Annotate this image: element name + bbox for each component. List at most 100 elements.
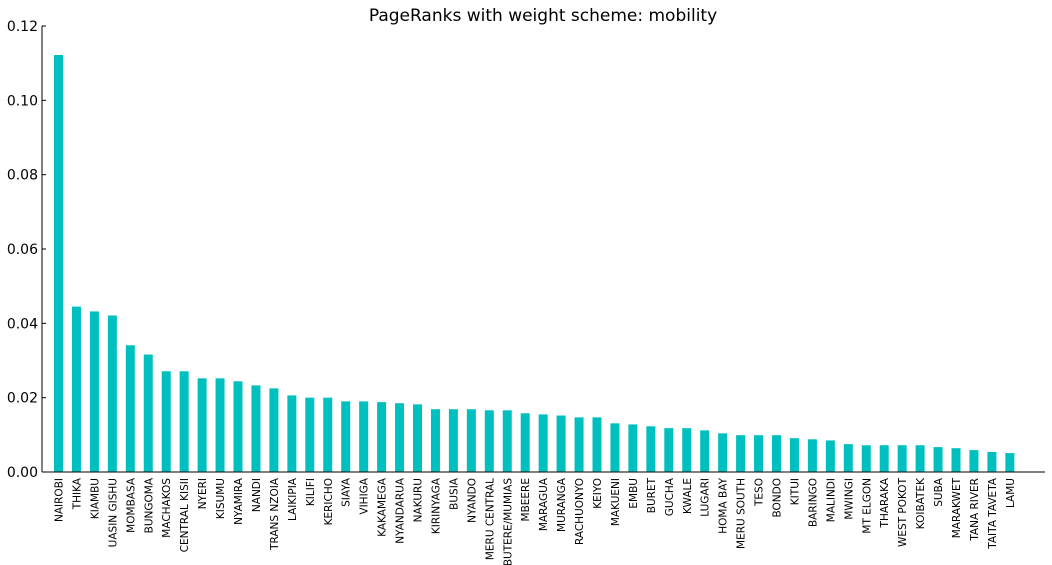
x-tick-label: TRANS NZOIA xyxy=(269,477,281,551)
bar xyxy=(646,426,656,472)
chart-title: PageRanks with weight scheme: mobility xyxy=(369,6,717,26)
bar xyxy=(951,448,961,472)
bar xyxy=(430,409,440,472)
x-tick-label: THARAKA xyxy=(879,477,891,528)
bar xyxy=(825,440,835,472)
bar xyxy=(179,371,189,472)
y-axis-ticks: 0.00 0.02 0.04 0.06 0.08 0.10 0.12 xyxy=(7,19,46,481)
x-tick-label: MALINDI xyxy=(825,478,837,522)
x-tick-label: KIAMBU xyxy=(89,478,101,519)
x-tick-label: MBEERE xyxy=(520,478,532,521)
x-tick-label: NAIROBI xyxy=(54,478,66,522)
bar xyxy=(754,435,764,472)
x-tick-label: LAIKIPIA xyxy=(287,477,299,521)
x-tick-label: KILIFI xyxy=(305,478,317,506)
x-tick-label: BURET xyxy=(646,477,658,513)
bar xyxy=(448,409,458,472)
x-tick-label: UASIN GISHU xyxy=(107,478,119,547)
bar xyxy=(484,410,494,472)
x-tick-label: NAKURU xyxy=(413,478,425,522)
x-tick-label: MARAGUA xyxy=(538,477,550,531)
y-tick-label: 0.08 xyxy=(7,168,38,184)
x-tick-label: THIKA xyxy=(71,477,83,510)
bar xyxy=(736,435,746,472)
bar xyxy=(413,404,422,472)
x-axis-ticks: NAIROBI THIKA KIAMBU UASIN GISHU MOMBASA BUNG… xyxy=(54,477,1017,565)
x-tick-label: LUGARI xyxy=(700,478,712,517)
x-tick-label: LAMU xyxy=(1005,478,1017,508)
bar xyxy=(556,415,566,472)
x-tick-label: MAKUENI xyxy=(610,478,622,526)
x-tick-label: SUBA xyxy=(933,477,945,507)
x-tick-label: WEST POKOT xyxy=(897,477,909,547)
bar xyxy=(215,378,225,472)
bar xyxy=(682,428,692,472)
x-tick-label: NANDI xyxy=(251,478,263,512)
x-tick-label: BARINGO xyxy=(807,478,819,527)
bar xyxy=(879,445,889,472)
y-tick-label: 0.06 xyxy=(7,242,38,258)
x-tick-label: KISUMU xyxy=(215,478,227,519)
bar xyxy=(969,450,979,472)
x-tick-label: MACHAKOS xyxy=(161,478,173,538)
y-tick-label: 0.02 xyxy=(7,391,38,407)
bar xyxy=(107,315,117,472)
bar xyxy=(574,417,584,472)
x-tick-label: KWALE xyxy=(682,478,694,514)
bar xyxy=(843,444,853,473)
x-tick-label: MERU CENTRAL xyxy=(484,478,496,560)
bar xyxy=(125,345,135,472)
bars-group xyxy=(54,54,1015,473)
bar xyxy=(502,410,512,472)
bar xyxy=(1005,453,1015,472)
bar xyxy=(233,381,243,472)
bar xyxy=(718,433,728,472)
y-tick-label: 0.12 xyxy=(7,19,38,35)
bar xyxy=(143,354,153,472)
bar xyxy=(161,371,171,472)
x-tick-label: NYANDO xyxy=(466,478,478,523)
x-tick-label: KOIBATEK xyxy=(915,477,927,529)
bar xyxy=(700,430,710,472)
x-tick-label: TANA RIVER xyxy=(969,478,981,542)
bar xyxy=(987,451,997,472)
x-tick-label: BONDO xyxy=(772,478,784,518)
bar xyxy=(305,397,315,472)
x-tick-label: TAITA TAVETA xyxy=(987,477,999,550)
bar xyxy=(807,439,817,472)
bar xyxy=(610,423,620,472)
x-tick-label: NYAMIRA xyxy=(233,477,245,525)
x-tick-label: GUCHA xyxy=(664,477,676,516)
bar xyxy=(287,395,297,472)
bar xyxy=(897,445,907,472)
bar xyxy=(251,385,261,472)
x-tick-label: CENTRAL KISII xyxy=(179,478,191,552)
x-tick-label: BUTERE/MUMIAS xyxy=(502,478,514,565)
x-tick-label: NYERI xyxy=(197,478,209,509)
x-tick-label: KIRINYAGA xyxy=(430,477,442,534)
x-tick-label: BUSIA xyxy=(448,477,460,510)
x-tick-label: KERICHO xyxy=(323,478,335,525)
bar xyxy=(520,413,530,472)
x-tick-label: KITUI xyxy=(789,478,801,505)
x-tick-label: MURANGA xyxy=(556,477,568,532)
bar xyxy=(861,445,871,472)
x-tick-label: HOMA BAY xyxy=(718,477,730,533)
x-tick-label: MERU SOUTH xyxy=(736,478,748,549)
bar xyxy=(466,409,476,472)
bar xyxy=(628,424,638,472)
y-tick-label: 0.04 xyxy=(7,316,38,332)
bar xyxy=(789,438,799,472)
y-tick-label: 0.00 xyxy=(7,465,38,481)
bar xyxy=(359,401,369,472)
x-tick-label: MOMBASA xyxy=(125,477,137,533)
bar xyxy=(933,447,943,472)
y-tick-label: 0.10 xyxy=(7,93,38,109)
x-tick-label: VIHIGA xyxy=(359,477,371,514)
bar xyxy=(377,402,387,472)
bar xyxy=(592,417,602,472)
bar xyxy=(269,388,279,473)
x-tick-label: MT ELGON xyxy=(861,478,873,534)
bar xyxy=(772,435,781,472)
